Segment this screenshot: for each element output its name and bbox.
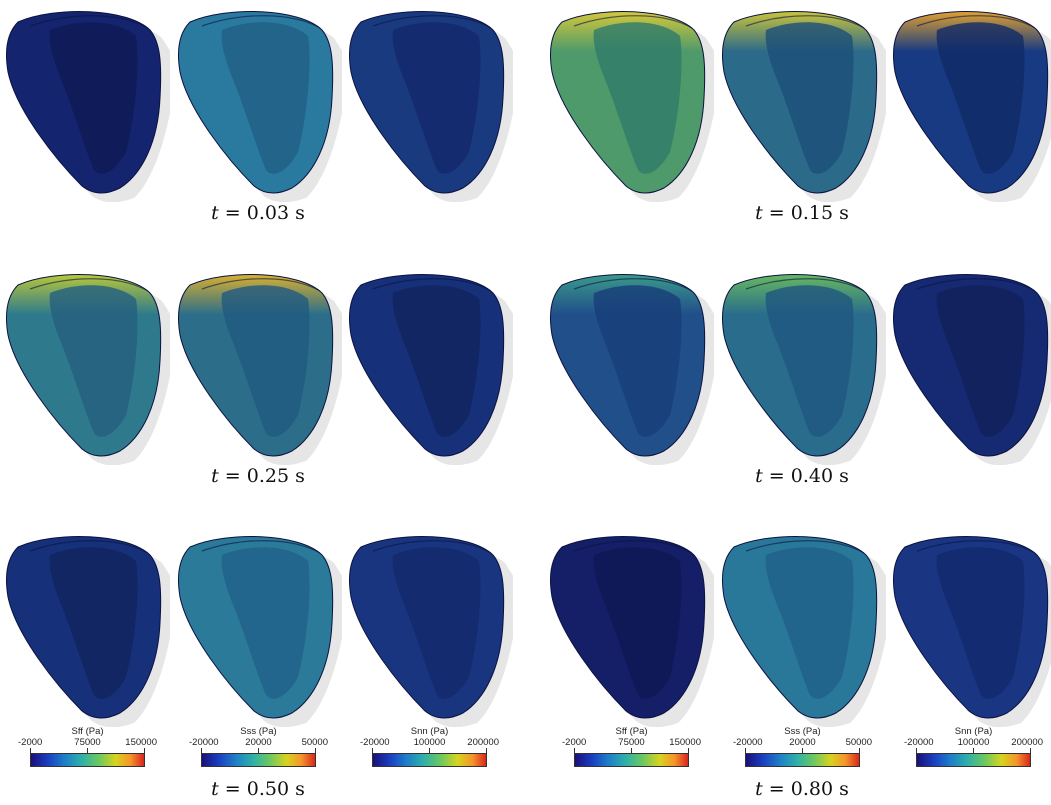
colorbar-max: 50000 [301, 737, 328, 748]
colorbar-mid: 100000 [957, 737, 990, 748]
colorbar-gradient [30, 753, 145, 767]
heart-render-r1-c4 [544, 2, 714, 202]
colorbar-snn-left: Snn (Pa) -20000 100000 200000 [360, 726, 499, 776]
time-label-r2-left: t = 0.25 s [211, 465, 305, 487]
heart-render-r1-c6 [887, 2, 1051, 202]
colorbar-min: -20000 [733, 737, 763, 748]
colorbar-title: Sss (Pa) [240, 726, 277, 737]
colorbar-title: Snn (Pa) [954, 726, 993, 737]
colorbar-max: 50000 [845, 737, 872, 748]
colorbar-gradient [574, 753, 689, 767]
time-label-r1-right: t = 0.15 s [755, 202, 849, 224]
heart-render-r1-c3 [343, 2, 513, 202]
heart-render-r2-c2 [172, 265, 342, 465]
colorbar-max: 150000 [669, 737, 701, 748]
time-label-r3-right: t = 0.80 s [755, 778, 849, 800]
colorbar-mid: 20000 [245, 737, 272, 748]
colorbar-snn-right: Snn (Pa) -20000 100000 200000 [904, 726, 1043, 776]
heart-render-r1-c5 [716, 2, 886, 202]
colorbar-title: Sff (Pa) [615, 726, 648, 737]
colorbar-gradient [916, 753, 1031, 767]
time-label-r3-left: t = 0.50 s [211, 778, 305, 800]
colorbar-gradient [201, 753, 316, 767]
heart-render-r2-c1 [0, 265, 170, 465]
colorbar-min: -20000 [189, 737, 219, 748]
colorbar-gradient [745, 753, 860, 767]
heart-render-r3-c4 [544, 527, 714, 727]
heart-render-r1-c1 [0, 2, 170, 202]
colorbar-mid: 20000 [789, 737, 816, 748]
colorbar-min: -20000 [904, 737, 934, 748]
colorbar-sss-left: Sss (Pa) -20000 20000 50000 [189, 726, 328, 776]
heart-render-r3-c1 [0, 527, 170, 727]
colorbar-min: -2000 [562, 737, 587, 748]
colorbar-sff-right: Sff (Pa) -2000 75000 150000 [562, 726, 701, 776]
heart-render-r3-c3 [343, 527, 513, 727]
colorbar-max: 150000 [125, 737, 157, 748]
time-label-r1-left: t = 0.03 s [211, 202, 305, 224]
colorbar-title: Sss (Pa) [784, 726, 821, 737]
colorbar-title: Snn (Pa) [410, 726, 449, 737]
colorbar-min: -20000 [360, 737, 390, 748]
colorbar-sff-left: Sff (Pa) -2000 75000 150000 [18, 726, 157, 776]
colorbar-mid: 75000 [74, 737, 101, 748]
colorbar-gradient [372, 753, 487, 767]
heart-render-r1-c2 [172, 2, 342, 202]
heart-render-r3-c2 [172, 527, 342, 727]
colorbar-title: Sff (Pa) [71, 726, 104, 737]
colorbar-max: 200000 [1011, 737, 1043, 748]
colorbar-max: 200000 [467, 737, 499, 748]
colorbar-mid: 75000 [618, 737, 645, 748]
heart-render-r2-c3 [343, 265, 513, 465]
heart-render-r2-c4 [544, 265, 714, 465]
heart-render-r2-c5 [716, 265, 886, 465]
heart-render-r3-c6 [887, 527, 1051, 727]
colorbar-sss-right: Sss (Pa) -20000 20000 50000 [733, 726, 872, 776]
colorbar-mid: 100000 [413, 737, 446, 748]
time-label-r2-right: t = 0.40 s [755, 465, 849, 487]
colorbar-min: -2000 [18, 737, 43, 748]
heart-render-r3-c5 [716, 527, 886, 727]
heart-render-r2-c6 [887, 265, 1051, 465]
